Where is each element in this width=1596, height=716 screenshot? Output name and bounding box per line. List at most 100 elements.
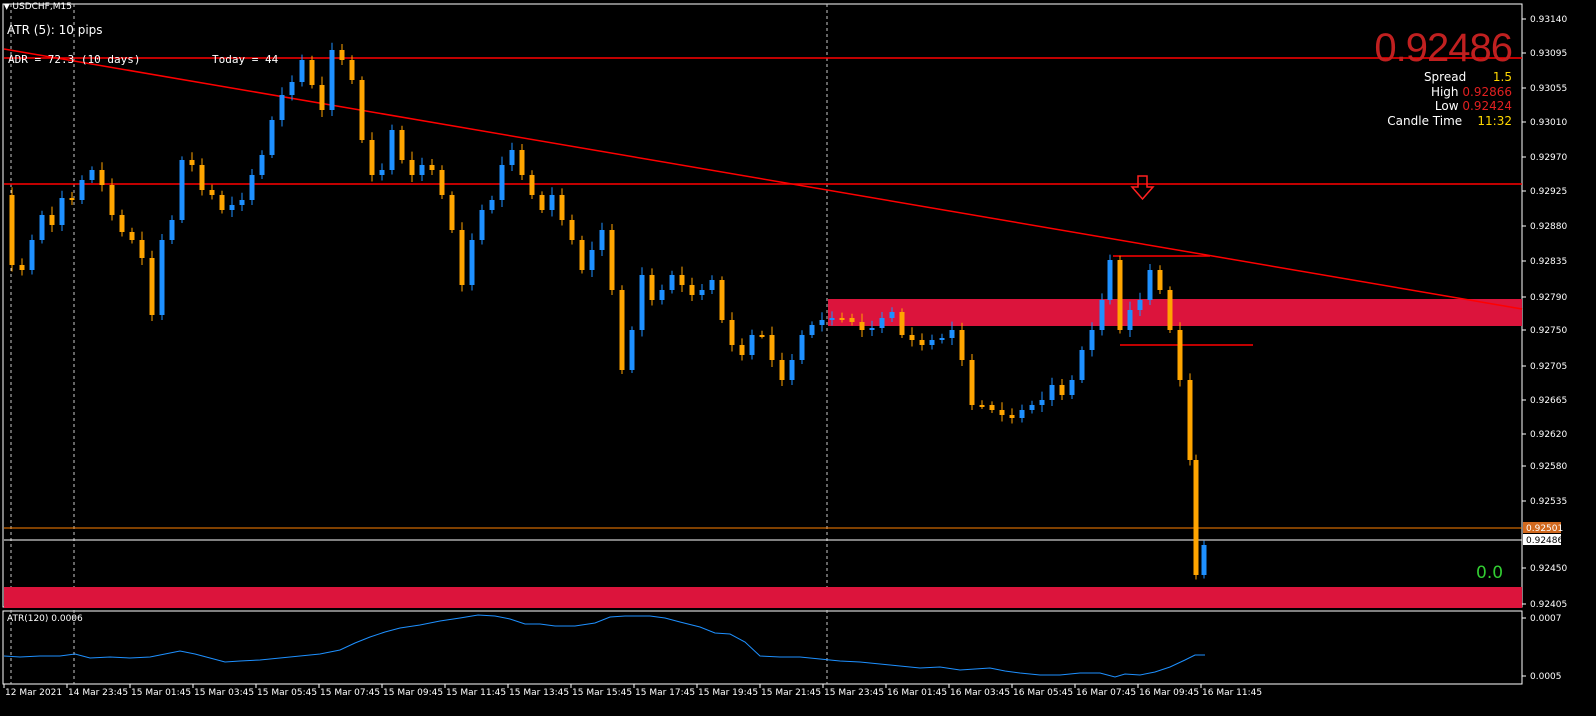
- candle: [409, 151, 415, 182]
- candle: [319, 76, 325, 117]
- candle: [1147, 264, 1153, 305]
- price-tick-label: 0.92705: [1530, 362, 1567, 372]
- candle: [539, 191, 545, 213]
- sub-window-frame: [2, 610, 1523, 685]
- candlestick-series: [9, 42, 1207, 580]
- candle: [469, 233, 475, 291]
- candle: [489, 195, 495, 214]
- high-label: High: [1430, 84, 1459, 99]
- price-tick-label: 0.92790: [1530, 293, 1567, 303]
- price-tick-label: 0.93140: [1530, 15, 1567, 25]
- candle: [349, 55, 355, 84]
- price-axis[interactable]: 0.93140 0.93095 0.93055 0.93010 0.92970 0.929…: [1522, 15, 1567, 610]
- svg-text:0.92486: 0.92486: [1526, 536, 1563, 546]
- price-tick-label: 0.92620: [1530, 430, 1567, 440]
- symbol-label[interactable]: ▼ USDCHF,M15: [4, 2, 72, 12]
- candle: [889, 307, 895, 322]
- sub-tick-label: 0.0007: [1530, 614, 1562, 624]
- candle: [219, 190, 225, 214]
- candle: [919, 333, 925, 351]
- candle: [269, 116, 275, 158]
- time-tick-label: 15 Mar 03:45: [194, 688, 254, 698]
- candle: [689, 277, 695, 301]
- price-tick-label: 0.93010: [1530, 118, 1567, 128]
- time-tick-label: 15 Mar 01:45: [131, 688, 191, 698]
- time-tick-label: 15 Mar 05:45: [257, 688, 317, 698]
- candle: [509, 142, 515, 171]
- candle: [829, 311, 835, 326]
- candle: [569, 214, 575, 245]
- support-zone[interactable]: [4, 587, 1522, 608]
- candle: [1029, 400, 1035, 414]
- candle: [169, 215, 175, 244]
- time-tick-label: 15 Mar 09:45: [383, 688, 443, 698]
- candle: [559, 188, 565, 226]
- candle: [1127, 301, 1133, 337]
- candle: [1177, 322, 1183, 387]
- candle: [439, 165, 445, 199]
- candle: [1059, 379, 1065, 400]
- info-panel: Spread 1.5 High 0.92866 Low 0.92424 Cand…: [1387, 70, 1512, 128]
- candle: [249, 169, 255, 205]
- candle: [259, 150, 265, 179]
- descending-trendline[interactable]: [3, 48, 1523, 310]
- bid-price-tag: 0.92486: [1523, 534, 1563, 546]
- ask-price-tag: 0.92501: [1523, 522, 1563, 534]
- adr-label: ADR = 72.3 (10 days): [8, 53, 141, 66]
- candle: [799, 330, 805, 364]
- candle: [289, 75, 295, 101]
- candle: [1167, 286, 1173, 333]
- candle: [79, 175, 85, 204]
- dropdown-triangle-icon[interactable]: ▼: [4, 3, 10, 11]
- atr-pips-label: ATR (5): 10 pips: [7, 23, 103, 37]
- candle: [1089, 322, 1095, 357]
- sub-window-axis: 0.0007 0.0005: [1522, 614, 1562, 682]
- time-tick-label: 16 Mar 05:45: [1013, 688, 1073, 698]
- candle: [429, 159, 435, 175]
- candle: [189, 152, 195, 172]
- resistance-zone[interactable]: [828, 299, 1522, 326]
- candle: [929, 334, 935, 350]
- candle: [209, 184, 215, 200]
- time-tick-label: 15 Mar 13:45: [509, 688, 569, 698]
- candle: [719, 276, 725, 323]
- candle: [129, 227, 135, 244]
- candle: [549, 187, 555, 217]
- candle: [399, 125, 405, 164]
- time-axis[interactable]: 12 Mar 2021 14 Mar 23:45 15 Mar 01:45 15 Ma…: [3, 684, 1262, 698]
- candle: [479, 204, 485, 245]
- candle: [459, 222, 465, 292]
- candle: [1049, 377, 1055, 406]
- spread-value: 1.5: [1492, 70, 1512, 84]
- candle: [709, 275, 715, 294]
- candle: [739, 338, 745, 361]
- candle: [1039, 391, 1045, 412]
- candle: [529, 170, 535, 199]
- candle: [819, 312, 825, 332]
- candle: [59, 190, 65, 231]
- price-tick-label: 0.92880: [1530, 222, 1567, 232]
- candle: [759, 330, 765, 339]
- candle: [39, 210, 45, 244]
- time-tick-label: 15 Mar 15:45: [572, 688, 632, 698]
- candle: [699, 284, 705, 300]
- low-value: 0.92424: [1462, 99, 1512, 113]
- candle: [89, 166, 95, 183]
- candle: [899, 308, 905, 338]
- time-tick-label: 16 Mar 07:45: [1076, 688, 1136, 698]
- red-down-arrow-icon[interactable]: [1130, 175, 1155, 201]
- candle: [1099, 293, 1105, 336]
- candle: [939, 333, 945, 344]
- time-tick-label: 14 Mar 23:45: [68, 688, 128, 698]
- candle: [449, 191, 455, 233]
- candle: [579, 235, 585, 274]
- candle: [659, 284, 665, 305]
- candle: [959, 322, 965, 366]
- atr-subwindow-label: ATR(120) 0.0006: [7, 614, 83, 624]
- candle: [49, 206, 55, 232]
- candle: [679, 266, 685, 292]
- candle: [749, 329, 755, 360]
- price-tick-label: 0.93055: [1530, 84, 1567, 94]
